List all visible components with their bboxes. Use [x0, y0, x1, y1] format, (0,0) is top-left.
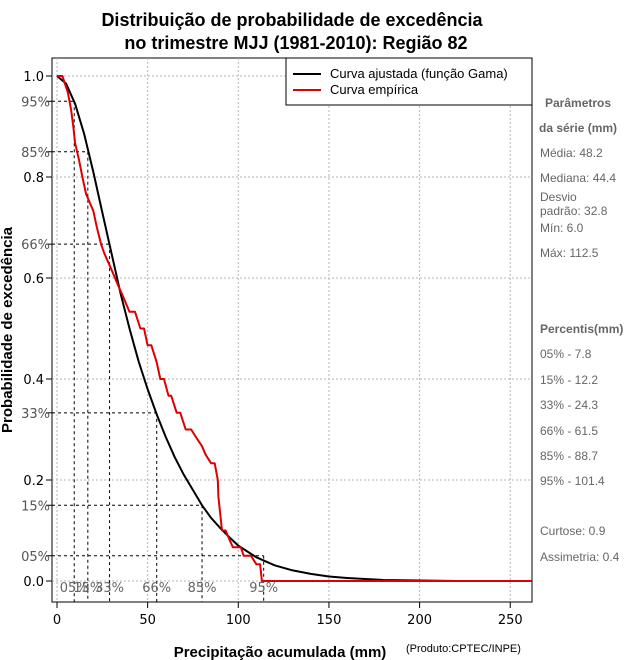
param-sd-1: Desvio — [540, 190, 577, 204]
y-tick-label-5: 1.0 — [23, 70, 44, 85]
param-mean: Média: 48.2 — [540, 146, 603, 160]
y-tick-label-2: 0.4 — [23, 373, 44, 388]
y-pct-label-3: 33% — [21, 407, 50, 422]
percentil-95: 95% - 101.4 — [540, 474, 605, 488]
y-pct-label-4: 15% — [21, 499, 50, 514]
chart-title-line-1: Distribuição de probabilidade de excedên… — [101, 10, 483, 30]
y-tick-label-3: 0.6 — [23, 272, 44, 287]
x-pct-label-66%: 66% — [142, 581, 171, 596]
x-pct-label-85%: 85% — [188, 581, 217, 596]
stat-kurtosis: Curtose: 0.9 — [540, 524, 606, 538]
param-min: Mín: 6.0 — [540, 221, 584, 235]
x-percentile-labels: 05%15%33% 66% 85% 95% — [60, 581, 278, 596]
params-heading-2: da série (mm) — [539, 121, 617, 135]
percentile-reference-lines — [52, 100, 265, 602]
series-group — [56, 75, 532, 582]
plot-frame — [51, 57, 533, 603]
empirical-curve — [57, 75, 532, 582]
percentil-15: 15% - 12.2 — [540, 373, 598, 387]
y-pct-label-1: 85% — [21, 146, 50, 161]
param-median: Mediana: 44.4 — [540, 171, 616, 185]
chart-title-line-2: no trimestre MJJ (1981-2010): Região 82 — [124, 33, 467, 53]
x-pct-label-05%: 05% — [60, 581, 89, 596]
percentil-05: 05% - 7.8 — [540, 347, 592, 361]
y-pct-label-2: 66% — [21, 238, 50, 253]
params-heading-1: Parâmetros — [545, 96, 611, 110]
y-percentile-labels: 95% 85% 66% 33% 15% 05% — [21, 95, 52, 565]
y-axis-label: Probabilidade de excedência — [0, 226, 16, 433]
y-tick-label-1: 0.2 — [23, 474, 44, 489]
x-pct-label-95%: 95% — [249, 581, 278, 596]
legend-box — [285, 57, 533, 106]
y-axis-ticks: 0.0 0.2 0.4 0.6 0.8 1.0 — [23, 70, 52, 590]
x-tick-label-150: 150 — [317, 613, 342, 628]
x-tick-label-250: 250 — [498, 613, 523, 628]
x-tick-label-0: 0 — [53, 613, 61, 628]
fitted-gamma-curve — [56, 75, 482, 582]
percentis-heading: Percentis(mm) — [540, 322, 623, 336]
x-tick-label-50: 50 — [139, 613, 156, 628]
legend-label-empirical: Curva empírica — [330, 82, 419, 97]
x-pct-label-15%: 15% — [73, 581, 102, 596]
stat-skewness: Assimetria: 0.4 — [540, 550, 620, 564]
x-tick-label-100: 100 — [226, 613, 251, 628]
side-panel: Parâmetros da série (mm) Média: 48.2 Med… — [539, 96, 623, 564]
grid-lines — [52, 58, 532, 602]
x-axis-ticks: 0 50 100 150 200 250 — [53, 602, 523, 628]
x-pct-label-33%: 33% — [95, 581, 124, 596]
y-tick-label-4: 0.8 — [23, 171, 44, 186]
percentil-33: 33% - 24.3 — [540, 398, 598, 412]
y-pct-label-5: 05% — [21, 550, 50, 565]
legend: Curva ajustada (função Gama) Curva empír… — [285, 57, 533, 106]
y-pct-label-0: 95% — [21, 95, 50, 110]
percentil-85: 85% - 88.7 — [540, 449, 598, 463]
product-credit: (Produto:CPTEC/INPE) — [406, 643, 521, 655]
legend-label-fitted: Curva ajustada (função Gama) — [330, 66, 508, 81]
percentil-66: 66% - 61.5 — [540, 424, 598, 438]
y-tick-label-0: 0.0 — [23, 575, 44, 590]
param-sd-2: padrão: 32.8 — [540, 204, 608, 218]
param-max: Máx: 112.5 — [540, 246, 599, 260]
x-tick-label-200: 200 — [407, 613, 432, 628]
x-axis-label: Precipitação acumulada (mm) — [174, 644, 387, 660]
